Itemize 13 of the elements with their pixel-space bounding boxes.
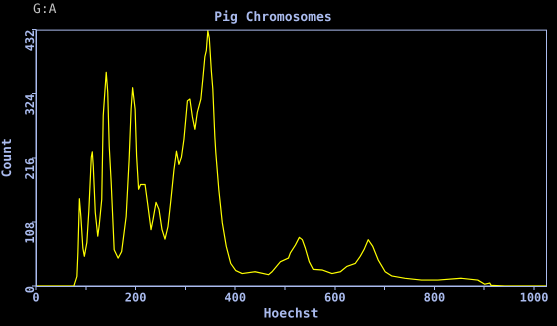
x-tick-label: 400 — [224, 290, 246, 304]
x-axis-title: Hoechst — [264, 306, 318, 322]
x-tick-label: 200 — [124, 290, 146, 304]
x-tick-label: 600 — [324, 290, 346, 304]
text: G:A — [33, 2, 56, 17]
x-tick-label: 800 — [424, 290, 446, 304]
chart-title: Pig Chromosomes — [214, 10, 332, 26]
y-tick-label: 324 — [23, 94, 38, 116]
y-tick-label: 216 — [23, 158, 38, 180]
y-axis-title: Count — [0, 138, 16, 178]
x-tick-label: 1000 — [520, 290, 548, 304]
y-tick-label: 432 — [23, 30, 38, 52]
y-tick-label: 108 — [23, 222, 38, 244]
